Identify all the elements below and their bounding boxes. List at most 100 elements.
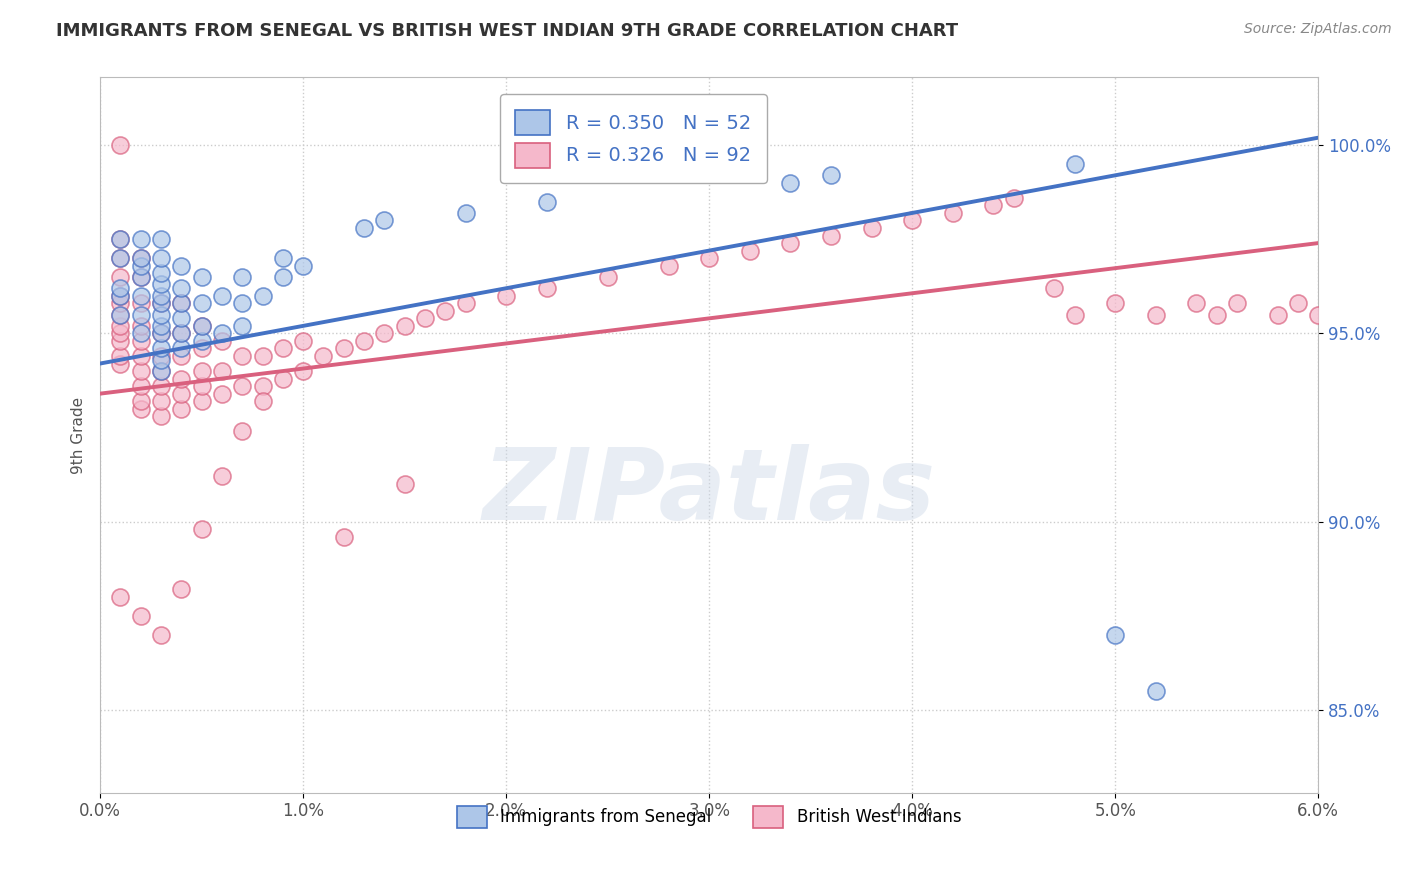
Point (1063, 157, 1085, 171)
Point (170, 326, 193, 341)
Point (129, 326, 152, 341)
Point (129, 308, 152, 322)
Point (536, 194, 558, 209)
Point (170, 281, 193, 295)
Point (231, 269, 253, 284)
Point (110, 308, 132, 322)
Point (129, 401, 152, 416)
Point (312, 349, 335, 363)
Point (860, 221, 883, 235)
Point (231, 379, 253, 393)
Point (190, 296, 212, 310)
Point (211, 469, 233, 483)
Point (150, 251, 173, 265)
Point (150, 232, 173, 246)
Point (129, 349, 152, 363)
Text: Source: ZipAtlas.com: Source: ZipAtlas.com (1244, 22, 1392, 37)
Point (1104, 627, 1126, 641)
Point (1144, 684, 1167, 698)
Point (779, 176, 801, 190)
Point (271, 251, 294, 265)
Point (129, 251, 152, 265)
Point (110, 349, 132, 363)
Point (170, 401, 193, 416)
Point (150, 326, 173, 341)
Point (292, 259, 315, 273)
Point (150, 318, 173, 333)
Point (150, 296, 173, 310)
Point (190, 269, 212, 284)
Point (942, 206, 965, 220)
Point (820, 228, 842, 243)
Point (170, 259, 193, 273)
Point (231, 296, 253, 310)
Point (129, 289, 152, 303)
Point (129, 296, 152, 310)
Point (190, 364, 212, 378)
Point (271, 269, 294, 284)
Text: ZIPatlas: ZIPatlas (482, 443, 936, 541)
Point (110, 251, 132, 265)
Point (1043, 281, 1066, 295)
Point (170, 582, 193, 597)
Point (150, 409, 173, 424)
Point (1002, 191, 1025, 205)
Point (901, 213, 924, 227)
Point (252, 394, 274, 409)
Point (454, 296, 477, 310)
Point (150, 277, 173, 292)
Point (1308, 308, 1330, 322)
Point (190, 394, 212, 409)
Point (292, 334, 315, 348)
Point (150, 289, 173, 303)
Point (150, 379, 173, 393)
Point (110, 138, 132, 153)
Point (150, 266, 173, 280)
Point (536, 281, 558, 295)
Point (110, 289, 132, 303)
Point (129, 269, 152, 284)
Point (150, 326, 173, 341)
Point (231, 349, 253, 363)
Point (779, 235, 801, 250)
Legend: Immigrants from Senegal, British West Indians: Immigrants from Senegal, British West In… (450, 799, 967, 834)
Point (150, 342, 173, 356)
Point (332, 342, 354, 356)
Point (110, 251, 132, 265)
Point (394, 318, 416, 333)
Point (110, 232, 132, 246)
Point (292, 364, 315, 378)
Point (211, 386, 233, 401)
Point (170, 349, 193, 363)
Point (252, 379, 274, 393)
Point (1185, 296, 1208, 310)
Point (150, 364, 173, 378)
Point (190, 318, 212, 333)
Point (271, 371, 294, 385)
Point (110, 289, 132, 303)
Point (373, 326, 395, 341)
Point (1144, 308, 1167, 322)
Point (129, 394, 152, 409)
Point (1226, 296, 1249, 310)
Point (110, 232, 132, 246)
Point (983, 198, 1005, 212)
Point (820, 169, 842, 183)
Point (252, 289, 274, 303)
Point (129, 379, 152, 393)
Point (353, 334, 375, 348)
Point (454, 206, 477, 220)
Y-axis label: 9th Grade: 9th Grade (72, 396, 86, 474)
Point (129, 334, 152, 348)
Point (596, 269, 619, 284)
Point (1205, 308, 1227, 322)
Point (190, 379, 212, 393)
Point (110, 269, 132, 284)
Point (150, 296, 173, 310)
Point (190, 318, 212, 333)
Point (211, 289, 233, 303)
Point (110, 334, 132, 348)
Point (1286, 296, 1309, 310)
Point (150, 352, 173, 367)
Point (170, 342, 193, 356)
